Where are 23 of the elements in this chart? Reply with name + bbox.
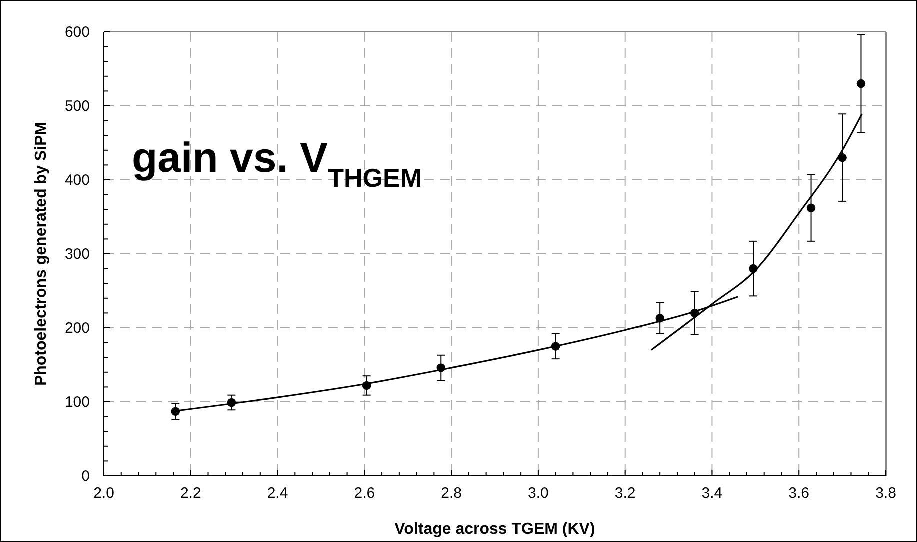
- y-tick-label: 400: [64, 172, 90, 189]
- x-tick-label: 2.6: [354, 485, 376, 502]
- y-tick-label: 300: [64, 246, 90, 263]
- y-tick-label: 100: [64, 394, 90, 411]
- y-tick-label: 200: [64, 320, 90, 337]
- x-tick-label: 3.2: [614, 485, 636, 502]
- x-axis-title: Voltage across TGEM (KV): [394, 521, 596, 538]
- point: [806, 204, 816, 212]
- x-tick-label: 3.8: [876, 485, 896, 502]
- y-axis-title: Photoelectrons generated by SiPM: [33, 122, 50, 386]
- point: [171, 407, 180, 416]
- text: gain vs. V$_{THGEM}$: [132, 134, 422, 193]
- x-tick-label: 3.6: [788, 485, 810, 502]
- x-tick-label: 2.8: [441, 485, 462, 502]
- x-tick-label: 2.0: [94, 485, 114, 502]
- x-tick-label: 2.2: [180, 485, 202, 502]
- y-tick-label: 600: [64, 24, 90, 41]
- x-tick-label: 2.4: [267, 485, 288, 502]
- x-tick-label: 3.0: [528, 485, 549, 502]
- point: [856, 79, 866, 88]
- y-tick-label: 0: [82, 468, 90, 485]
- y-tick-label: 500: [64, 98, 90, 115]
- x-tick-label: 3.4: [702, 485, 723, 502]
